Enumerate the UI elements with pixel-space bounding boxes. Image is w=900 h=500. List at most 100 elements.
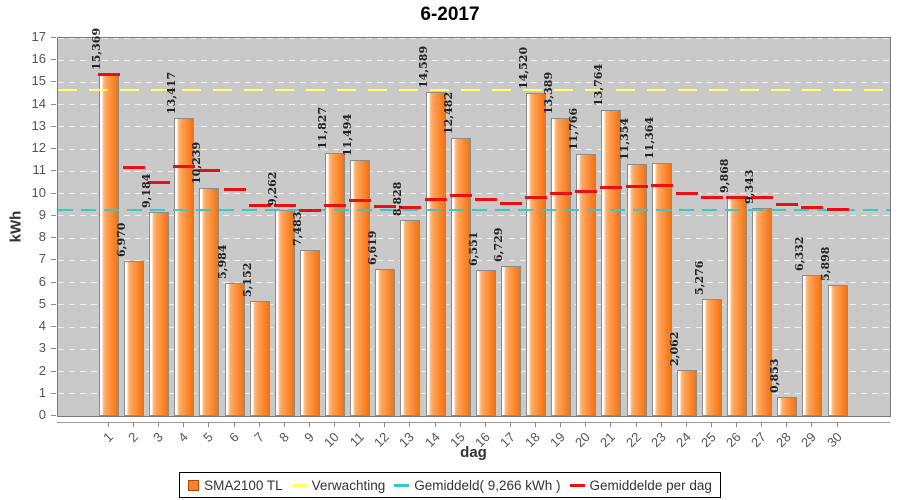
legend-line-icon [291, 483, 307, 487]
bar-day-28 [777, 397, 798, 416]
gridline-5 [58, 304, 890, 306]
legend-line-icon [394, 483, 410, 487]
gridline-16 [58, 59, 890, 61]
y-tick-label-1: 1 [38, 384, 46, 400]
bar-value-label: 9,262 [265, 171, 279, 207]
x-tick-mark [685, 422, 687, 427]
running-average-segment [248, 203, 271, 207]
y-tick-mark [51, 148, 56, 150]
y-tick-label-17: 17 [31, 29, 46, 44]
running-average-segment [700, 195, 723, 199]
bar-day-22 [626, 163, 647, 416]
bar-value-label: 0,853 [768, 358, 782, 394]
bar-value-label: 13,417 [165, 71, 179, 114]
bar-day-13 [400, 219, 421, 416]
bar-value-label: 5,898 [818, 246, 832, 281]
x-tick-mark [560, 422, 562, 427]
y-tick-mark [51, 259, 56, 261]
x-tick-mark [308, 422, 310, 427]
x-axis-title: dag [460, 444, 487, 461]
x-tick-mark [660, 422, 662, 427]
running-average-segment [98, 72, 120, 76]
y-tick-mark [51, 370, 56, 372]
y-tick-mark [51, 214, 56, 216]
x-tick-mark [359, 422, 361, 427]
bar-day-12 [375, 268, 396, 416]
running-average-segment [625, 185, 648, 189]
gridline-8 [58, 237, 890, 239]
y-tick-mark [51, 348, 56, 350]
x-tick-mark [710, 422, 712, 427]
bar-value-label: 7,483 [290, 211, 304, 246]
bar-value-label: 11,364 [642, 117, 656, 160]
bar-day-5 [199, 188, 220, 416]
y-tick-mark [51, 103, 56, 105]
bar-value-label: 6,332 [793, 236, 807, 272]
bar-value-label: 10,239 [190, 142, 204, 185]
gridline-1 [58, 393, 890, 395]
x-tick-mark [635, 422, 637, 427]
running-average-segment [525, 196, 548, 200]
x-tick-mark [484, 422, 486, 427]
x-tick-mark [535, 422, 537, 427]
x-tick-mark [434, 422, 436, 427]
gridline-12 [58, 148, 890, 150]
running-average-segment [575, 190, 598, 194]
running-average-segment [726, 195, 749, 199]
legend-label: Verwachting [311, 477, 386, 493]
legend-line-icon [569, 483, 585, 487]
gridline-10 [58, 193, 890, 195]
bar-day-6 [224, 282, 245, 416]
y-tick-label-3: 3 [38, 340, 46, 356]
bar-day-25 [701, 298, 722, 416]
y-tick-label-11: 11 [32, 162, 47, 178]
y-tick-mark [51, 392, 56, 394]
y-tick-label-14: 14 [31, 95, 46, 111]
bar-day-10 [325, 153, 346, 416]
legend: SMA2100 TL Verwachting Gemiddeld( 9,266 kW… [0, 472, 900, 498]
running-average-segment [223, 187, 246, 191]
bar-value-label: 5,152 [240, 262, 254, 298]
y-tick-label-12: 12 [31, 140, 46, 156]
y-tick-label-16: 16 [31, 51, 46, 67]
y-axis-title: kWh [7, 210, 25, 243]
running-average-segment [449, 193, 472, 197]
y-tick-mark [51, 59, 56, 61]
bar-value-label: 13,764 [592, 63, 606, 106]
y-tick-label-7: 7 [38, 251, 46, 267]
x-tick-mark [459, 422, 461, 427]
bar-value-label: 2,062 [667, 331, 681, 367]
y-tick-label-10: 10 [31, 184, 46, 200]
running-average-segment [324, 203, 347, 207]
gridline-3 [58, 348, 890, 350]
bar-day-29 [802, 275, 823, 416]
x-tick-mark [786, 422, 788, 427]
running-average-segment [751, 196, 774, 200]
running-average-segment [273, 204, 296, 208]
bar-day-24 [676, 370, 697, 416]
y-tick-mark [51, 170, 56, 172]
gridline-13 [58, 126, 890, 128]
bar-value-label: 15,369 [90, 28, 103, 71]
running-average-segment [374, 205, 397, 209]
legend-box: SMA2100 TL Verwachting Gemiddeld( 9,266 kW… [179, 472, 721, 498]
running-average-segment [650, 184, 673, 188]
y-tick-label-15: 15 [31, 73, 46, 89]
bar-day-11 [350, 160, 371, 416]
y-tick-mark [51, 237, 56, 239]
legend-item-2: Verwachting [291, 477, 386, 493]
bar-day-19 [551, 118, 572, 416]
x-axis-line [57, 422, 890, 423]
bar-value-label: 8,828 [391, 181, 405, 216]
bar-value-label: 5,984 [215, 244, 229, 279]
y-tick-mark [51, 37, 56, 38]
bar-value-label: 5,276 [692, 260, 706, 295]
chart-title: 6-2017 [420, 4, 480, 25]
y-tick-mark [51, 415, 56, 416]
gridline-15 [58, 81, 890, 83]
x-tick-mark [509, 422, 511, 427]
bar-value-label: 14,520 [517, 47, 531, 90]
x-tick-mark [736, 422, 738, 427]
bar-day-2 [124, 261, 145, 416]
running-average-segment [173, 164, 196, 168]
